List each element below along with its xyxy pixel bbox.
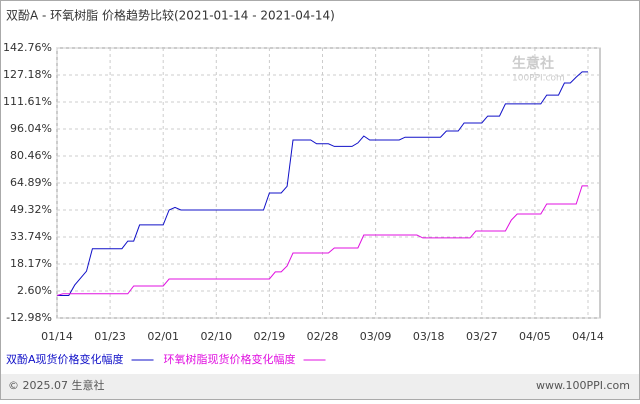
legend-label: 双酚A现货价格变化幅度	[6, 352, 124, 366]
footer-left: © 2025.07 生意社	[8, 378, 104, 392]
x-tick-label: 02/01	[147, 330, 179, 343]
y-tick-label: 96.04%	[10, 122, 52, 135]
x-tick-label: 01/23	[94, 330, 126, 343]
x-tick-label: 04/14	[572, 330, 604, 343]
y-tick-label: 2.60%	[17, 284, 52, 297]
x-tick-label: 02/19	[254, 330, 286, 343]
y-tick-label: 127.18%	[3, 68, 52, 81]
x-tick-label: 02/10	[200, 330, 232, 343]
series-line	[57, 71, 588, 296]
y-tick-label: 64.89%	[10, 176, 52, 189]
footer-right: www.100PPI.com	[536, 379, 630, 392]
y-tick-label: 49.32%	[10, 203, 52, 216]
legend-label: 环氧树脂现货价格变化幅度	[164, 352, 296, 366]
watermark: 100PPI.com	[512, 74, 565, 84]
x-tick-label: 03/09	[360, 330, 392, 343]
x-tick-label: 02/28	[307, 330, 339, 343]
x-tick-label: 03/27	[466, 330, 498, 343]
x-tick-label: 03/18	[413, 330, 445, 343]
x-tick-label: 04/05	[519, 330, 551, 343]
series-line	[56, 185, 588, 296]
y-tick-label: 33.74%	[10, 230, 52, 243]
y-tick-label: -12.98%	[6, 311, 52, 324]
y-tick-label: 111.61%	[3, 95, 52, 108]
y-tick-label: 142.76%	[3, 41, 52, 54]
footer-band	[1, 374, 639, 399]
chart-title: 双酚A - 环氧树脂 价格趋势比较(2021-01-14 - 2021-04-1…	[6, 8, 335, 23]
y-tick-label: 18.17%	[10, 257, 52, 270]
y-tick-label: 80.46%	[10, 149, 52, 162]
x-tick-label: 01/14	[41, 330, 73, 343]
watermark: 生意社	[512, 55, 554, 72]
